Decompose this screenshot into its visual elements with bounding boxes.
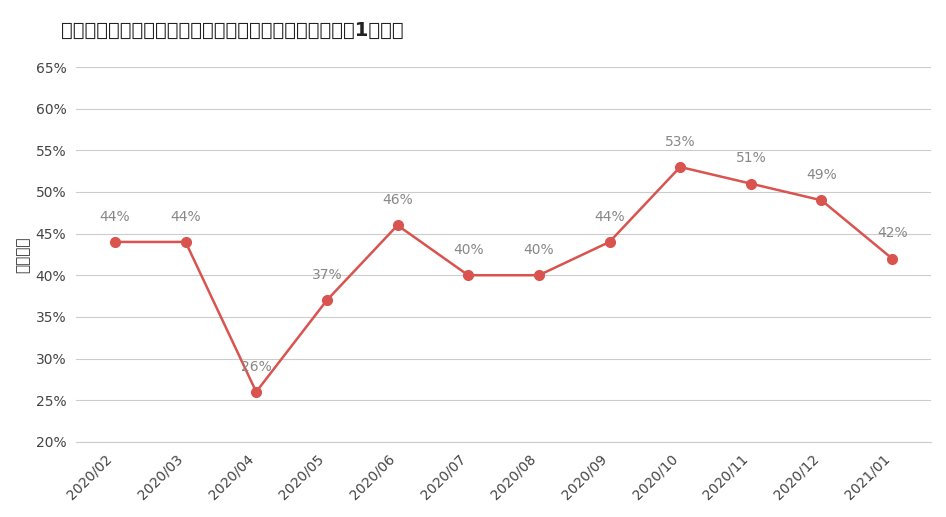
Text: 40%: 40%: [453, 243, 483, 257]
Text: 46%: 46%: [382, 193, 412, 207]
Text: 法人：各企業・団体ごとの目標歩数達成率（月次：過去1年間）: 法人：各企業・団体ごとの目標歩数達成率（月次：過去1年間）: [61, 21, 404, 40]
Text: 49%: 49%: [806, 168, 837, 182]
Text: 44%: 44%: [170, 209, 201, 224]
Text: 26%: 26%: [241, 359, 272, 373]
Text: 44%: 44%: [594, 209, 624, 224]
Text: 53%: 53%: [665, 134, 695, 149]
Text: 42%: 42%: [877, 226, 907, 240]
Text: 44%: 44%: [99, 209, 131, 224]
Text: 40%: 40%: [523, 243, 554, 257]
Text: 37%: 37%: [311, 268, 342, 282]
Y-axis label: 平均歩数: 平均歩数: [15, 236, 30, 272]
Text: 51%: 51%: [735, 151, 766, 165]
